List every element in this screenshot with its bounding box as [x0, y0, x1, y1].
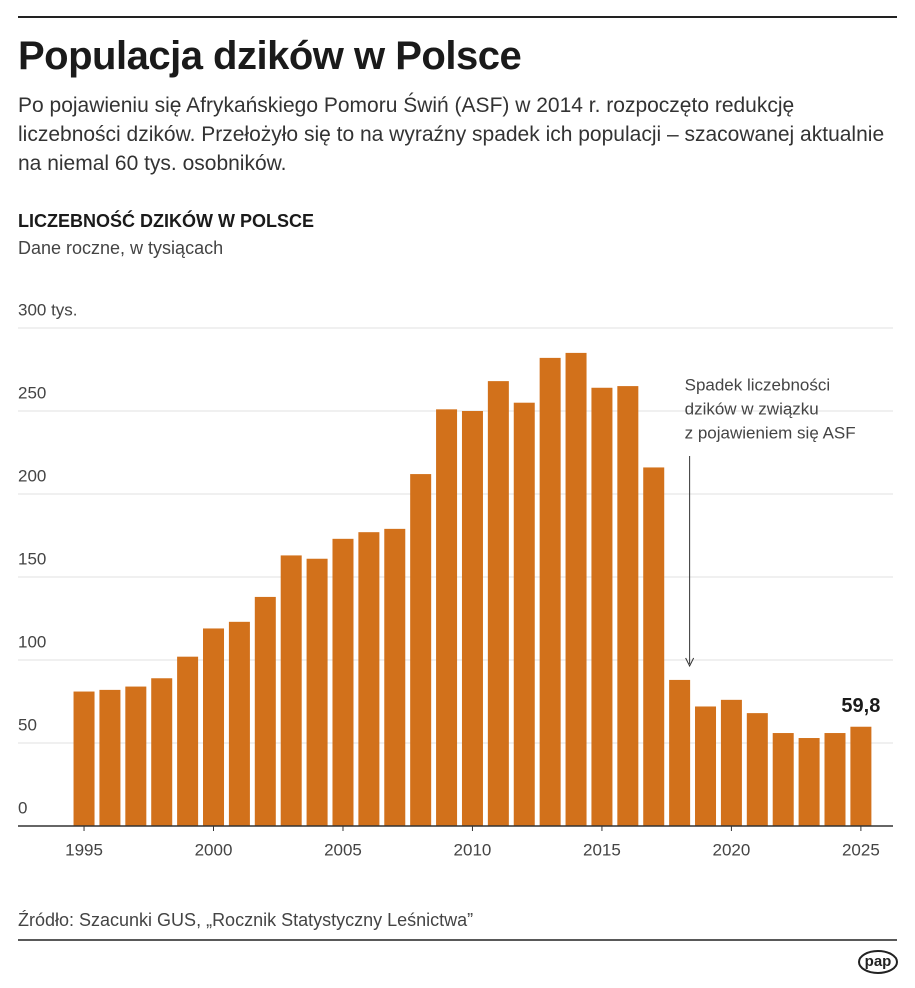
bar: [436, 409, 458, 826]
bar: [125, 686, 147, 826]
x-tick-label: 2010: [454, 840, 492, 859]
bar: [617, 386, 639, 826]
bar: [384, 528, 406, 826]
bar: [539, 357, 561, 826]
source: Źródło: Szacunki GUS, „Rocznik Statystyc…: [18, 910, 473, 930]
bar: [669, 679, 691, 826]
bar: [695, 706, 717, 826]
x-tick-label: 2025: [842, 840, 880, 859]
x-tick-label: 2020: [712, 840, 750, 859]
bar: [280, 555, 302, 826]
bar: [513, 402, 535, 826]
bar: [410, 474, 432, 826]
headline: Populacja dzików w Polsce: [18, 34, 522, 78]
bar: [306, 558, 328, 826]
bar: [73, 691, 95, 826]
x-tick-label: 1995: [65, 840, 103, 859]
bar: [487, 381, 509, 826]
annotation-arrowhead: [685, 657, 695, 668]
chart-subtitle: Dane roczne, w tysiącach: [18, 238, 223, 258]
bar: [228, 621, 250, 826]
bar: [332, 538, 354, 826]
x-tick-label: 2000: [195, 840, 233, 859]
y-tick-label: 0: [18, 798, 27, 817]
bar: [461, 411, 483, 826]
y-tick-label: 100: [18, 632, 46, 651]
bar: [203, 628, 225, 826]
annotation: dzików w związku: [685, 399, 819, 418]
value-label: 59,8: [841, 695, 880, 717]
bar: [824, 733, 846, 826]
bar: [565, 352, 587, 826]
bar: [720, 699, 742, 826]
bar: [358, 532, 380, 826]
annotation: z pojawieniem się ASF: [685, 423, 856, 442]
bar: [591, 387, 613, 826]
y-tick-label: 200: [18, 466, 46, 485]
bar: [746, 713, 768, 826]
chart-title: LICZEBNOŚĆ DZIKÓW W POLSCE: [18, 210, 314, 231]
description: Po pojawieniu się Afrykańskiego Pomoru Ś…: [18, 94, 885, 175]
bar: [99, 689, 121, 826]
y-tick-label: 150: [18, 549, 46, 568]
header: Populacja dzików w Polsce Po pojawieniu …: [18, 0, 898, 178]
bar: [850, 726, 872, 826]
x-tick-label: 2005: [324, 840, 362, 859]
bar: [798, 738, 820, 826]
bar: [177, 656, 199, 826]
x-tick-label: 2015: [583, 840, 621, 859]
y-tick-label: 50: [18, 715, 37, 734]
y-tick-label: 300 tys.: [18, 300, 78, 319]
logo: pap: [865, 953, 892, 970]
bar: [151, 678, 173, 826]
bar: [254, 596, 276, 826]
logo-badge: [858, 950, 898, 974]
annotation: Spadek liczebności: [685, 375, 831, 394]
y-tick-label: 250: [18, 383, 46, 402]
bar: [772, 733, 794, 826]
bar: [643, 467, 665, 826]
